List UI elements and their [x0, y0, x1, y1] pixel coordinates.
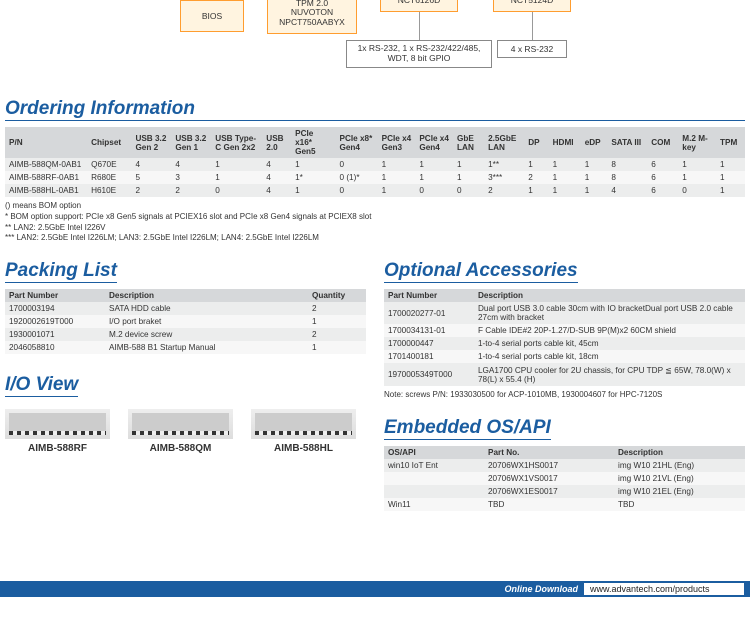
table-row: 17014001811-to-4 serial ports cable kit,…	[384, 350, 745, 363]
io-label: AIMB-588HL	[251, 443, 356, 454]
tpm-line3: NPCT750AABYX	[279, 18, 345, 27]
ordering-col-header: PCIe x16* Gen5	[291, 127, 335, 158]
ordering-col-header: SATA III	[607, 127, 647, 158]
io-item: AIMB-588HL	[251, 409, 356, 454]
io-item: AIMB-588QM	[128, 409, 233, 454]
ordering-col-header: TPM	[716, 127, 745, 158]
table-row: 1970005349T000LGA1700 CPU cooler for 2U …	[384, 363, 745, 386]
ordering-col-header: P/N	[5, 127, 87, 158]
table-row: AIMB-588RF-0AB1R680E53141*0 (1)*1113***2…	[5, 171, 745, 184]
table-row: 1930001071M.2 device screw2	[5, 328, 366, 341]
table-row: 17000004471-to-4 serial ports cable kit,…	[384, 337, 745, 350]
table-row: 1700034131-01F Cable IDE#2 20P-1.27/D-SU…	[384, 324, 745, 337]
section-title-accessories: Optional Accessories	[384, 260, 578, 283]
table-row: 20706WX1ES0017img W10 21EL (Eng)	[384, 485, 745, 498]
ordering-col-header: GbE LAN	[453, 127, 484, 158]
ordering-col-header: PCIe x4 Gen3	[378, 127, 416, 158]
section-title-packing: Packing List	[5, 260, 117, 283]
section-title-ordering: Ordering Information	[5, 98, 745, 121]
ordering-col-header: DP	[524, 127, 548, 158]
io-thumbnail	[251, 409, 356, 439]
io-item: AIMB-588RF	[5, 409, 110, 454]
table-row: AIMB-588HL-0AB1H610E22041010021114601	[5, 184, 745, 197]
os-table: OS/APIPart No.Description win10 IoT Ent2…	[384, 446, 745, 511]
box-rs2: 4 x RS-232	[497, 40, 567, 58]
table-row: Win11TBDTBD	[384, 498, 745, 511]
ordering-col-header: USB 3.2 Gen 2	[131, 127, 171, 158]
box-nct2: NCT5124D	[493, 0, 571, 12]
table-row: 1700003194SATA HDD cable2	[5, 302, 366, 315]
accessories-note: Note: screws P/N: 1933030500 for ACP-101…	[384, 390, 745, 401]
ordering-col-header: HDMI	[549, 127, 581, 158]
accessories-table: Part NumberDescription 1700020277-01Dual…	[384, 289, 745, 386]
io-label: AIMB-588RF	[5, 443, 110, 454]
table-row: AIMB-588QM-0AB1Q670E4414101111**1118611	[5, 158, 745, 171]
io-label: AIMB-588QM	[128, 443, 233, 454]
ordering-col-header: eDP	[581, 127, 608, 158]
ordering-notes: () means BOM option* BOM option support:…	[5, 201, 745, 244]
section-title-io: I/O View	[5, 374, 78, 397]
io-thumbnail	[128, 409, 233, 439]
ordering-col-header: PCIe x8* Gen4	[335, 127, 377, 158]
footer-url: www.advantech.com/products	[584, 583, 744, 595]
ordering-col-header: PCIe x4 Gen4	[415, 127, 453, 158]
section-title-os: Embedded OS/API	[384, 417, 551, 440]
box-bios: BIOS	[180, 0, 244, 32]
table-row: 20706WX1VS0017img W10 21VL (Eng)	[384, 472, 745, 485]
ordering-col-header: USB Type-C Gen 2x2	[211, 127, 262, 158]
ordering-col-header: Chipset	[87, 127, 131, 158]
ordering-col-header: COM	[647, 127, 678, 158]
io-thumbnail	[5, 409, 110, 439]
box-rs1: 1x RS-232, 1 x RS-232/422/485, WDT, 8 bi…	[346, 40, 492, 68]
ordering-table: P/NChipsetUSB 3.2 Gen 2USB 3.2 Gen 1USB …	[5, 127, 745, 197]
box-tpm: TPM 2.0 NUVOTON NPCT750AABYX	[267, 0, 357, 34]
ordering-col-header: 2.5GbE LAN	[484, 127, 524, 158]
ordering-col-header: M.2 M-key	[678, 127, 716, 158]
footer-label: Online Download	[505, 584, 579, 594]
box-nct1: NCT6126D	[380, 0, 458, 12]
ordering-col-header: USB 2.0	[262, 127, 291, 158]
io-thumbs: AIMB-588RF AIMB-588QM AIMB-588HL	[5, 409, 366, 454]
packing-table: Part NumberDescriptionQuantity 170000319…	[5, 289, 366, 354]
table-row: win10 IoT Ent20706WX1HS0017img W10 21HL …	[384, 459, 745, 472]
diagram-area: BIOS TPM 2.0 NUVOTON NPCT750AABYX NCT612…	[175, 0, 745, 80]
table-row: 1700020277-01Dual port USB 3.0 cable 30c…	[384, 302, 745, 324]
table-row: 1920002619T000I/O port braket1	[5, 315, 366, 328]
table-row: 2046058810AIMB-588 B1 Startup Manual1	[5, 341, 366, 354]
ordering-col-header: USB 3.2 Gen 1	[171, 127, 211, 158]
footer-bar: Online Download www.advantech.com/produc…	[0, 581, 750, 597]
